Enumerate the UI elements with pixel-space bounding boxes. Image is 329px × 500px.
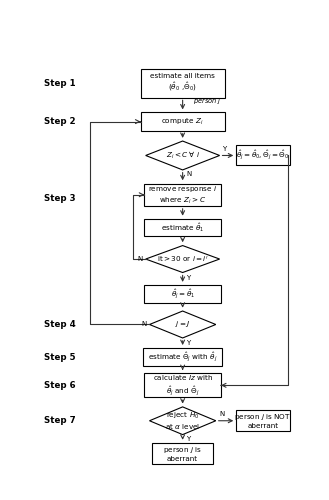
FancyBboxPatch shape <box>152 443 213 464</box>
FancyBboxPatch shape <box>143 348 222 366</box>
FancyBboxPatch shape <box>140 112 225 131</box>
Text: estimate $\hat{\theta}_1$: estimate $\hat{\theta}_1$ <box>161 221 204 234</box>
Text: Step 5: Step 5 <box>44 352 76 362</box>
Text: compute $Z_i$: compute $Z_i$ <box>161 116 204 126</box>
Text: reject $H_0$
at $\alpha$ level: reject $H_0$ at $\alpha$ level <box>165 410 200 431</box>
Text: N: N <box>219 411 225 417</box>
Text: Y: Y <box>186 436 190 442</box>
Text: N: N <box>138 256 143 262</box>
Text: $Z_i < C$ $\forall$ $i$: $Z_i < C$ $\forall$ $i$ <box>165 150 200 161</box>
Text: estimate all items
($\hat{\theta}_0$ ,$\hat{\Theta}_0$): estimate all items ($\hat{\theta}_0$ ,$\… <box>150 73 215 93</box>
Text: Y: Y <box>186 340 190 346</box>
Polygon shape <box>149 407 216 434</box>
Text: person $j$ is
aberrant: person $j$ is aberrant <box>163 445 202 462</box>
FancyBboxPatch shape <box>236 410 290 432</box>
Text: Step 7: Step 7 <box>44 416 76 425</box>
Text: it$>$30 or $i$$=$$i'$: it$>$30 or $i$$=$$i'$ <box>157 254 209 264</box>
Text: N: N <box>142 322 147 328</box>
Text: remove response $i$
where $Z_i$$>$$C$: remove response $i$ where $Z_i$$>$$C$ <box>148 184 217 206</box>
Text: Step 6: Step 6 <box>44 381 76 390</box>
Polygon shape <box>146 246 220 272</box>
Polygon shape <box>146 141 220 170</box>
Text: Step 4: Step 4 <box>44 320 76 329</box>
Text: Y: Y <box>222 146 226 152</box>
Text: person $j$ is NOT
aberrant: person $j$ is NOT aberrant <box>234 412 291 429</box>
Text: estimate $\hat{\Theta}_j$ with $\hat{\theta}_j$: estimate $\hat{\Theta}_j$ with $\hat{\th… <box>148 350 217 364</box>
Polygon shape <box>149 311 216 338</box>
Text: $\hat{\theta}_j = \hat{\theta}_0, \hat{\Theta}_j = \hat{\Theta}_0$: $\hat{\theta}_j = \hat{\theta}_0, \hat{\… <box>236 148 290 162</box>
Text: $j = J$: $j = J$ <box>175 320 190 330</box>
Text: calculate $Iz$ with
$\hat{\theta}_j$ and $\hat{\Theta}_j$: calculate $Iz$ with $\hat{\theta}_j$ and… <box>153 373 213 398</box>
Text: Y: Y <box>186 275 190 281</box>
FancyBboxPatch shape <box>144 218 221 236</box>
FancyBboxPatch shape <box>144 285 221 302</box>
Text: person $j$: person $j$ <box>193 96 221 106</box>
Text: N: N <box>186 172 191 177</box>
FancyBboxPatch shape <box>236 146 290 166</box>
Text: $\hat{\theta}_j = \hat{\theta}_1$: $\hat{\theta}_j = \hat{\theta}_1$ <box>170 286 195 300</box>
Text: Step 1: Step 1 <box>44 78 76 88</box>
FancyBboxPatch shape <box>144 184 221 206</box>
Text: Step 2: Step 2 <box>44 117 76 126</box>
FancyBboxPatch shape <box>144 374 221 398</box>
Text: Step 3: Step 3 <box>44 194 76 203</box>
FancyBboxPatch shape <box>140 68 225 98</box>
